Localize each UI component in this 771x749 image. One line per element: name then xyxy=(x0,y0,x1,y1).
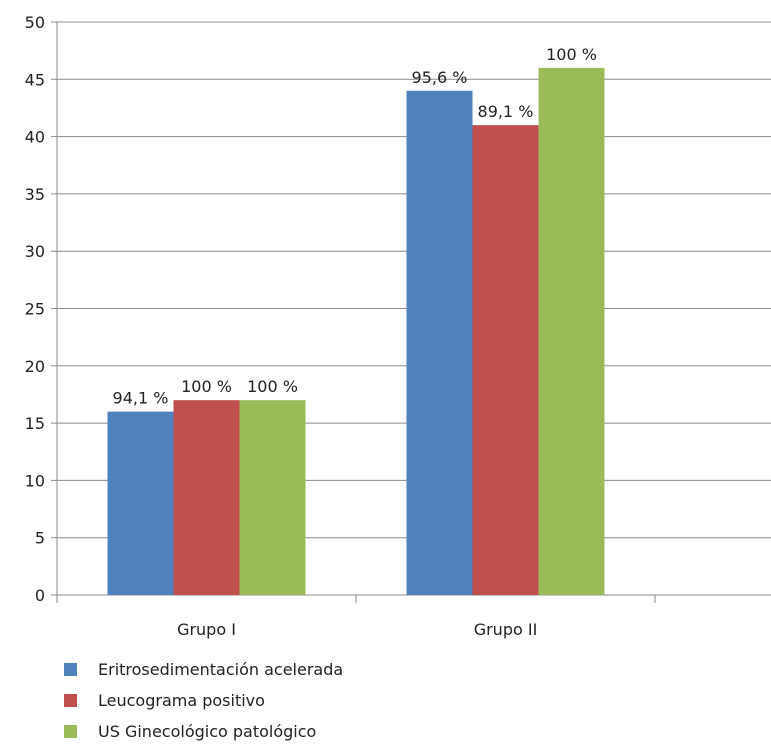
data-label: 100 % xyxy=(546,45,597,64)
bar xyxy=(173,400,240,595)
legend-swatch xyxy=(64,725,77,738)
x-tick-label: Grupo I xyxy=(177,620,236,639)
data-label: 95,6 % xyxy=(412,68,468,87)
legend-label: Eritrosedimentación acelerada xyxy=(98,660,344,679)
y-tick-label: 40 xyxy=(25,128,45,147)
y-tick-label: 10 xyxy=(25,471,45,490)
x-tick-label: Grupo II xyxy=(474,620,538,639)
data-label: 89,1 % xyxy=(478,102,534,121)
bar xyxy=(472,125,539,595)
legend: Eritrosedimentación acelerada Leucograma… xyxy=(64,654,664,747)
legend-swatch xyxy=(64,663,77,676)
data-label: 94,1 % xyxy=(113,389,169,408)
y-tick-label: 50 xyxy=(25,13,45,32)
y-tick-label: 20 xyxy=(25,357,45,376)
y-tick-label: 15 xyxy=(25,414,45,433)
legend-label: Leucograma positivo xyxy=(98,691,265,710)
y-tick-label: 25 xyxy=(25,300,45,319)
bars xyxy=(107,67,605,596)
legend-item: US Ginecológico patológico xyxy=(64,716,664,747)
y-tick-label: 35 xyxy=(25,185,45,204)
legend-swatch xyxy=(64,694,77,707)
y-tick-label: 0 xyxy=(35,586,45,605)
y-tick-label: 30 xyxy=(25,242,45,261)
bar xyxy=(406,90,473,595)
data-label: 100 % xyxy=(247,377,298,396)
data-label: 100 % xyxy=(181,377,232,396)
data-labels: 94,1 % 100 % 100 % 95,6 % 89,1 % 100 % xyxy=(113,45,597,408)
legend-item: Eritrosedimentación acelerada xyxy=(64,654,664,685)
y-tick-label: 45 xyxy=(25,70,45,89)
legend-label: US Ginecológico patológico xyxy=(98,722,317,741)
bar xyxy=(239,400,306,595)
bar xyxy=(107,411,174,595)
bar-chart-svg: 0 5 10 15 20 25 30 35 40 45 50 Grupo I Grupo II 94,1… xyxy=(25,13,771,639)
legend-item: Leucograma positivo xyxy=(64,685,664,716)
bar xyxy=(538,67,605,596)
y-tick-label: 5 xyxy=(35,529,45,548)
